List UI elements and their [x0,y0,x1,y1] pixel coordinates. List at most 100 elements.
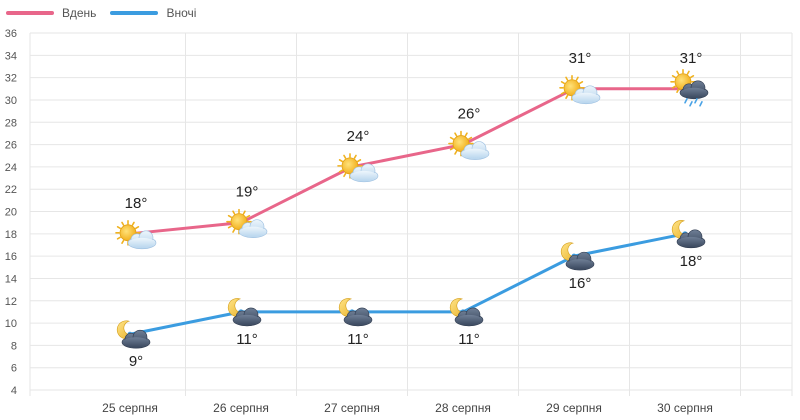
sun-ray [578,80,584,85]
sun-ray [116,236,122,240]
data-label: 19° [236,184,259,201]
moon-cloud-icon [116,320,151,349]
y-tick-label: 8 [11,340,17,352]
sun-ray [686,70,690,75]
legend-label-day: Вдень [62,6,97,20]
cloud-shape [454,307,484,327]
x-tick-label: 26 серпня [213,401,269,415]
cloud-shape [121,329,151,349]
sun-cloud-icon [337,153,379,183]
cloud-shape [127,230,157,250]
sun-ray [343,154,347,159]
cloud-part [456,314,482,325]
y-tick-label: 18 [5,229,17,241]
sun-ray [454,150,458,155]
cloud-shape [343,307,373,327]
cloud-shape [571,85,601,105]
data-label: 26° [458,106,481,123]
sun-ray [338,159,344,163]
legend-item-day[interactable]: Вдень [6,6,96,20]
cloud-part [234,314,260,325]
y-tick-label: 32 [5,73,17,85]
y-tick-label: 36 [5,28,17,40]
x-tick-label: 25 серпня [102,401,158,415]
chart-grid [29,32,793,396]
cloud-shape [349,163,379,183]
moon-cloud-icon [671,220,706,249]
sun-ray [560,91,566,95]
sun-ray [689,74,695,79]
sun-cloud-icon [226,208,268,238]
y-tick-label: 12 [5,296,17,308]
data-label: 16° [569,275,592,292]
y-tick-label: 24 [5,162,17,174]
sun-ray [338,169,344,173]
moon-cloud-icon [449,298,484,327]
moon-cloud-icon [560,242,595,271]
sun-ray [575,76,579,81]
cloud-part [129,237,155,248]
cloud-part [678,236,704,247]
cloud-shape [232,307,262,327]
cloud-shape [238,219,268,238]
data-label: 11° [458,331,480,348]
data-label: 9° [129,353,143,370]
sun-ray [116,226,122,230]
sun-ray [676,88,680,93]
y-tick-label: 20 [5,207,17,219]
x-tick-label: 29 серпня [546,401,602,415]
cloud-part [462,148,488,159]
cloud-part [567,259,593,270]
x-tick-label: 27 серпня [324,401,380,415]
moon-cloud-icon [338,298,373,327]
sun-ray [232,210,236,215]
y-tick-label: 14 [5,273,17,285]
rain-drop [684,97,688,104]
sun-ray [449,147,455,151]
sun-ray [565,94,569,99]
y-tick-label: 22 [5,184,17,196]
sun-ray [232,228,236,233]
legend-swatch-day [6,11,54,15]
sun-ray [467,136,473,140]
cloud-shape [565,251,595,271]
sun-ray [227,214,233,218]
sun-ray [131,221,135,226]
chart-series: 18° 19° 24° 26° 31° 31° 9° 11° 11° 11° 16° 18° [115,50,709,370]
cloud-shape [679,80,709,100]
sun-ray [343,172,347,178]
y-tick-label: 10 [5,318,17,330]
sun-ray [671,85,677,89]
moon-cloud-icon [227,298,262,327]
cloud-shape [460,141,490,160]
sun-ray [134,226,140,230]
sun-rain-cloud-icon [670,68,709,107]
cloud-part [345,314,371,325]
sun-ray [676,70,680,75]
rain-drop [689,100,693,107]
cloud-part [681,87,707,98]
sun-cloud-icon [448,130,490,160]
legend-label-night: Вночі [166,6,197,20]
data-label: 18° [125,195,148,212]
sun-ray [464,132,468,137]
data-label: 18° [680,253,703,270]
legend-swatch-night [110,11,159,15]
chart-legend: Вдень Вночі [6,6,210,20]
cloud-shape [676,229,706,249]
x-tick-label: 28 серпня [435,401,491,415]
cloud-part [351,170,377,181]
legend-item-night[interactable]: Вночі [110,6,196,20]
y-tick-label: 16 [5,251,17,263]
y-tick-label: 30 [5,95,17,107]
sun-ray [449,136,455,140]
cloud-part [240,226,266,237]
sun-ray [565,76,569,81]
x-tick-label: 30 серпня [657,401,713,415]
sun-ray [245,214,251,218]
rain-drop [694,97,698,104]
y-tick-label: 6 [11,363,17,375]
rain-drop [699,100,703,107]
sun-ray [560,80,566,85]
